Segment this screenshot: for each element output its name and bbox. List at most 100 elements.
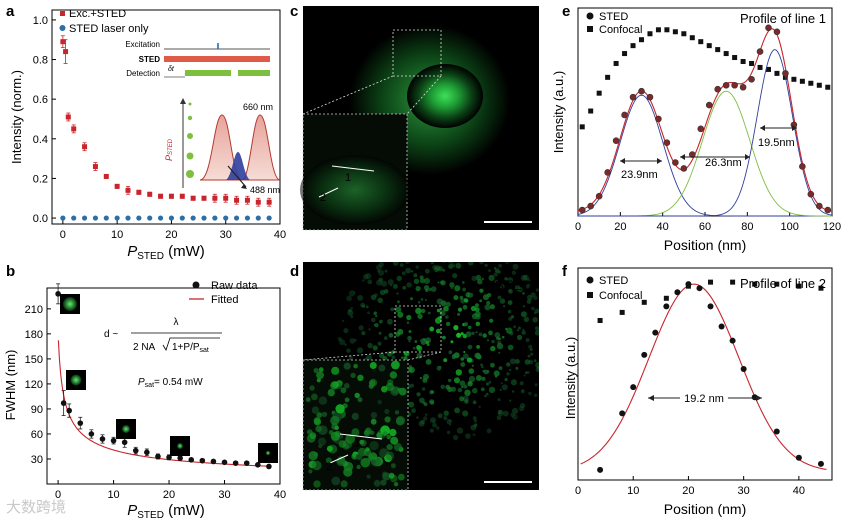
inset-p-letter: P xyxy=(164,155,174,161)
speckle xyxy=(397,387,402,392)
speckle xyxy=(498,412,501,415)
speckle xyxy=(380,479,387,486)
speckle xyxy=(402,285,407,290)
speckle xyxy=(413,273,418,278)
speckle xyxy=(535,361,539,369)
sted-point xyxy=(619,410,626,417)
formula-psat-p: P xyxy=(138,377,145,388)
speckle xyxy=(343,467,353,477)
speckle xyxy=(357,347,364,354)
speckle xyxy=(350,315,354,319)
speckle xyxy=(474,423,478,426)
speckle xyxy=(541,309,544,312)
speckle xyxy=(531,306,535,311)
speckle xyxy=(437,328,441,332)
speckle xyxy=(486,369,490,374)
speckle xyxy=(366,474,371,479)
confocal-point xyxy=(588,108,594,114)
legend-e-confocal-marker xyxy=(587,26,593,32)
speckle xyxy=(509,262,512,263)
sted-only-point xyxy=(114,215,120,221)
confocal-point xyxy=(732,55,738,61)
speckle xyxy=(471,364,474,367)
speckle xyxy=(490,362,495,368)
x-tick-label: 30 xyxy=(220,229,232,241)
sted-only-point xyxy=(168,215,175,221)
speckle xyxy=(544,329,549,334)
speckle xyxy=(467,325,472,330)
speckle xyxy=(340,480,348,488)
sted-only-point xyxy=(103,215,109,221)
speckle xyxy=(474,247,480,253)
speckle xyxy=(401,271,406,276)
speckle xyxy=(423,252,425,254)
speckle xyxy=(408,330,412,333)
speckle xyxy=(365,447,370,452)
speckle xyxy=(533,393,538,398)
speckle xyxy=(351,412,359,420)
x-tick-label: 120 xyxy=(823,221,841,233)
speckle xyxy=(504,277,508,281)
speckle xyxy=(445,321,451,327)
speckle xyxy=(364,429,371,437)
fit-curve xyxy=(580,283,827,471)
speckle xyxy=(528,344,533,349)
speckle xyxy=(467,344,473,350)
sted-point xyxy=(646,93,654,101)
sted-only-point xyxy=(147,215,153,221)
speckle xyxy=(436,426,440,430)
confocal-spot xyxy=(407,64,483,128)
speckle xyxy=(430,262,434,265)
speckle xyxy=(526,299,532,304)
speckle xyxy=(510,379,517,386)
confocal-point xyxy=(730,279,736,285)
speckle xyxy=(499,298,506,304)
inset-detection-bar-2 xyxy=(238,70,270,76)
sted-point xyxy=(655,115,662,123)
speckle xyxy=(312,460,322,471)
x-tick-label: 20 xyxy=(165,229,177,241)
speckle xyxy=(357,374,364,381)
speckle xyxy=(498,366,503,370)
speckle xyxy=(473,419,477,423)
speckle xyxy=(390,463,396,469)
speckle xyxy=(494,279,499,284)
speckle xyxy=(406,282,412,288)
exc-sted-point xyxy=(71,126,77,132)
speckle xyxy=(486,392,489,396)
speckle xyxy=(432,245,435,248)
speckle xyxy=(337,337,342,342)
speckle xyxy=(493,267,497,270)
exc-sted-point xyxy=(60,39,66,45)
speckle xyxy=(341,319,345,322)
speckle xyxy=(522,274,529,281)
speckle xyxy=(423,416,428,421)
speckle xyxy=(543,351,547,355)
speckle xyxy=(475,255,477,257)
speckle xyxy=(445,254,448,257)
speckle xyxy=(418,255,421,258)
speckle xyxy=(497,398,501,402)
speckle xyxy=(453,352,460,359)
sted-point xyxy=(688,151,696,158)
speckle xyxy=(417,300,421,304)
exc-sted-point xyxy=(190,195,196,201)
speckle xyxy=(416,345,421,350)
speckle xyxy=(429,326,435,332)
speckle xyxy=(487,256,493,262)
inset-detection-bar-1 xyxy=(185,70,231,76)
sted-only-point xyxy=(223,215,229,221)
speckle xyxy=(481,366,484,369)
speckle xyxy=(423,277,430,284)
speckle xyxy=(393,482,399,487)
exc-sted-point xyxy=(63,49,69,55)
speckle xyxy=(488,386,496,394)
speckle xyxy=(501,384,508,391)
speckle xyxy=(388,472,395,479)
speckle xyxy=(411,270,414,273)
speckle xyxy=(305,397,311,403)
y-tick-label: 0.2 xyxy=(33,173,48,185)
panel-d-image: 1 2 STED 500 nm xyxy=(302,245,549,491)
